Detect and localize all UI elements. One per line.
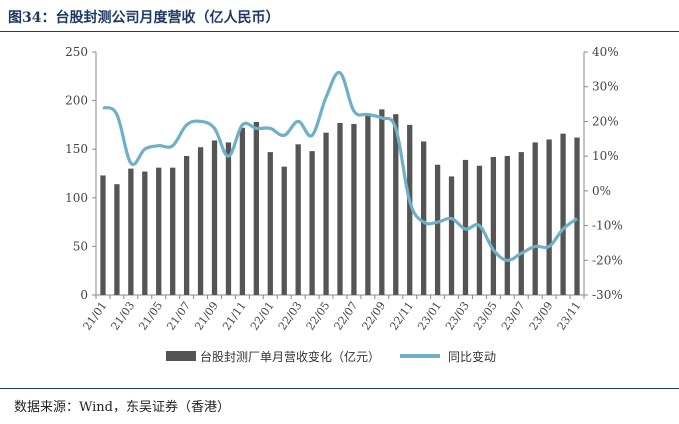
- legend: 台股封测厂单月营收变化（亿元） 同比变动: [166, 349, 496, 364]
- legend-line-label: 同比变动: [448, 349, 496, 364]
- bar-22/01: [267, 152, 273, 295]
- x-tick-label: 22/09: [359, 299, 388, 332]
- bar-21/01: [100, 175, 106, 295]
- bar-22/08: [365, 113, 371, 296]
- bar-21/11: [239, 127, 246, 295]
- x-tick-label: 21/01: [81, 299, 110, 332]
- x-tick-label: 21/09: [192, 299, 221, 332]
- legend-bar-label: 台股封测厂单月营收变化（亿元）: [200, 349, 380, 364]
- bar-22/07: [351, 123, 357, 295]
- right-tick-label: -20%: [592, 253, 623, 267]
- title-divider: [0, 31, 679, 32]
- bar-22/04: [309, 151, 315, 295]
- left-tick-label: 100: [65, 191, 88, 205]
- bar-22/02: [281, 166, 287, 295]
- x-tick-label: 23/03: [443, 299, 472, 332]
- bar-21/08: [197, 147, 204, 295]
- x-tick-label: 23/01: [415, 299, 444, 332]
- bar-22/11: [407, 124, 413, 296]
- x-tick-label: 22/03: [276, 299, 305, 332]
- right-tick-label: 20%: [592, 114, 619, 128]
- x-tick-label: 22/07: [332, 299, 361, 332]
- bar-22/03: [295, 144, 301, 295]
- right-tick-label: 0%: [592, 184, 611, 198]
- x-tick-label: 22/05: [304, 299, 333, 332]
- bar-23/08: [532, 142, 538, 295]
- right-tick-label: 10%: [592, 149, 619, 163]
- right-tick-label: 30%: [592, 80, 619, 94]
- bar-21/05: [156, 167, 162, 295]
- bar-21/07: [183, 156, 190, 295]
- bar-23/09: [546, 139, 552, 295]
- bar-22/10: [393, 114, 399, 295]
- bar-23/01: [434, 164, 441, 295]
- x-tick-label: 21/07: [164, 299, 193, 332]
- bar-series: [100, 109, 580, 296]
- bar-21/02: [114, 184, 120, 295]
- x-tick-label: 21/05: [136, 299, 165, 332]
- x-axis-ticks: 21/01 21/03 21/05 21/07 21/09 21/11 22/01 22/03…: [81, 295, 585, 333]
- chart-title: 图34：台股封测公司月度营收（亿人民币）: [8, 10, 280, 26]
- x-tick-label: 23/09: [527, 299, 556, 332]
- right-tick-label: -30%: [592, 288, 623, 302]
- right-tick-label: -10%: [592, 219, 623, 233]
- bar-22/06: [337, 122, 343, 296]
- left-tick-label: 200: [65, 94, 88, 108]
- legend-bar-swatch: [166, 351, 196, 361]
- x-tick-label: 21/03: [108, 299, 137, 332]
- bar-22/05: [323, 132, 329, 295]
- x-tick-label: 22/01: [248, 299, 277, 332]
- chart: 0 50 100 150 200 250 -30% -20% -10% 0% 10% 20% 30% 40…: [65, 45, 623, 364]
- left-tick-label: 250: [65, 45, 88, 59]
- axes: 0 50 100 150 200 250 -30% -20% -10% 0% 10% 20% 30% 40…: [65, 45, 623, 302]
- bar-23/11: [574, 137, 580, 295]
- bar-23/06: [504, 156, 510, 295]
- bar-23/02: [448, 176, 455, 295]
- bar-21/10: [225, 142, 232, 295]
- bar-21/09: [211, 140, 218, 295]
- source-divider: [0, 388, 679, 389]
- x-tick-label: 21/11: [220, 299, 249, 332]
- bar-23/07: [518, 152, 524, 295]
- x-tick-label: 22/11: [387, 299, 416, 332]
- bar-21/04: [142, 171, 148, 295]
- right-tick-label: 40%: [592, 45, 619, 59]
- bar-21/12: [253, 121, 259, 295]
- left-tick-label: 0: [80, 288, 88, 302]
- bar-22/12: [421, 141, 427, 295]
- bar-23/04: [476, 165, 483, 295]
- bar-23/05: [490, 156, 497, 295]
- bar-23/10: [560, 133, 566, 295]
- left-tick-label: 150: [65, 142, 88, 156]
- x-tick-label: 23/07: [499, 299, 528, 332]
- bar-22/09: [379, 109, 385, 296]
- bar-21/03: [128, 168, 134, 295]
- left-tick-label: 50: [73, 239, 88, 253]
- x-tick-label: 23/05: [471, 299, 500, 332]
- source-note: 数据来源：Wind，东吴证券（香港）: [14, 400, 230, 415]
- line-series: [102, 71, 578, 262]
- bar-21/06: [170, 167, 176, 295]
- x-tick-label: 23/11: [555, 299, 584, 332]
